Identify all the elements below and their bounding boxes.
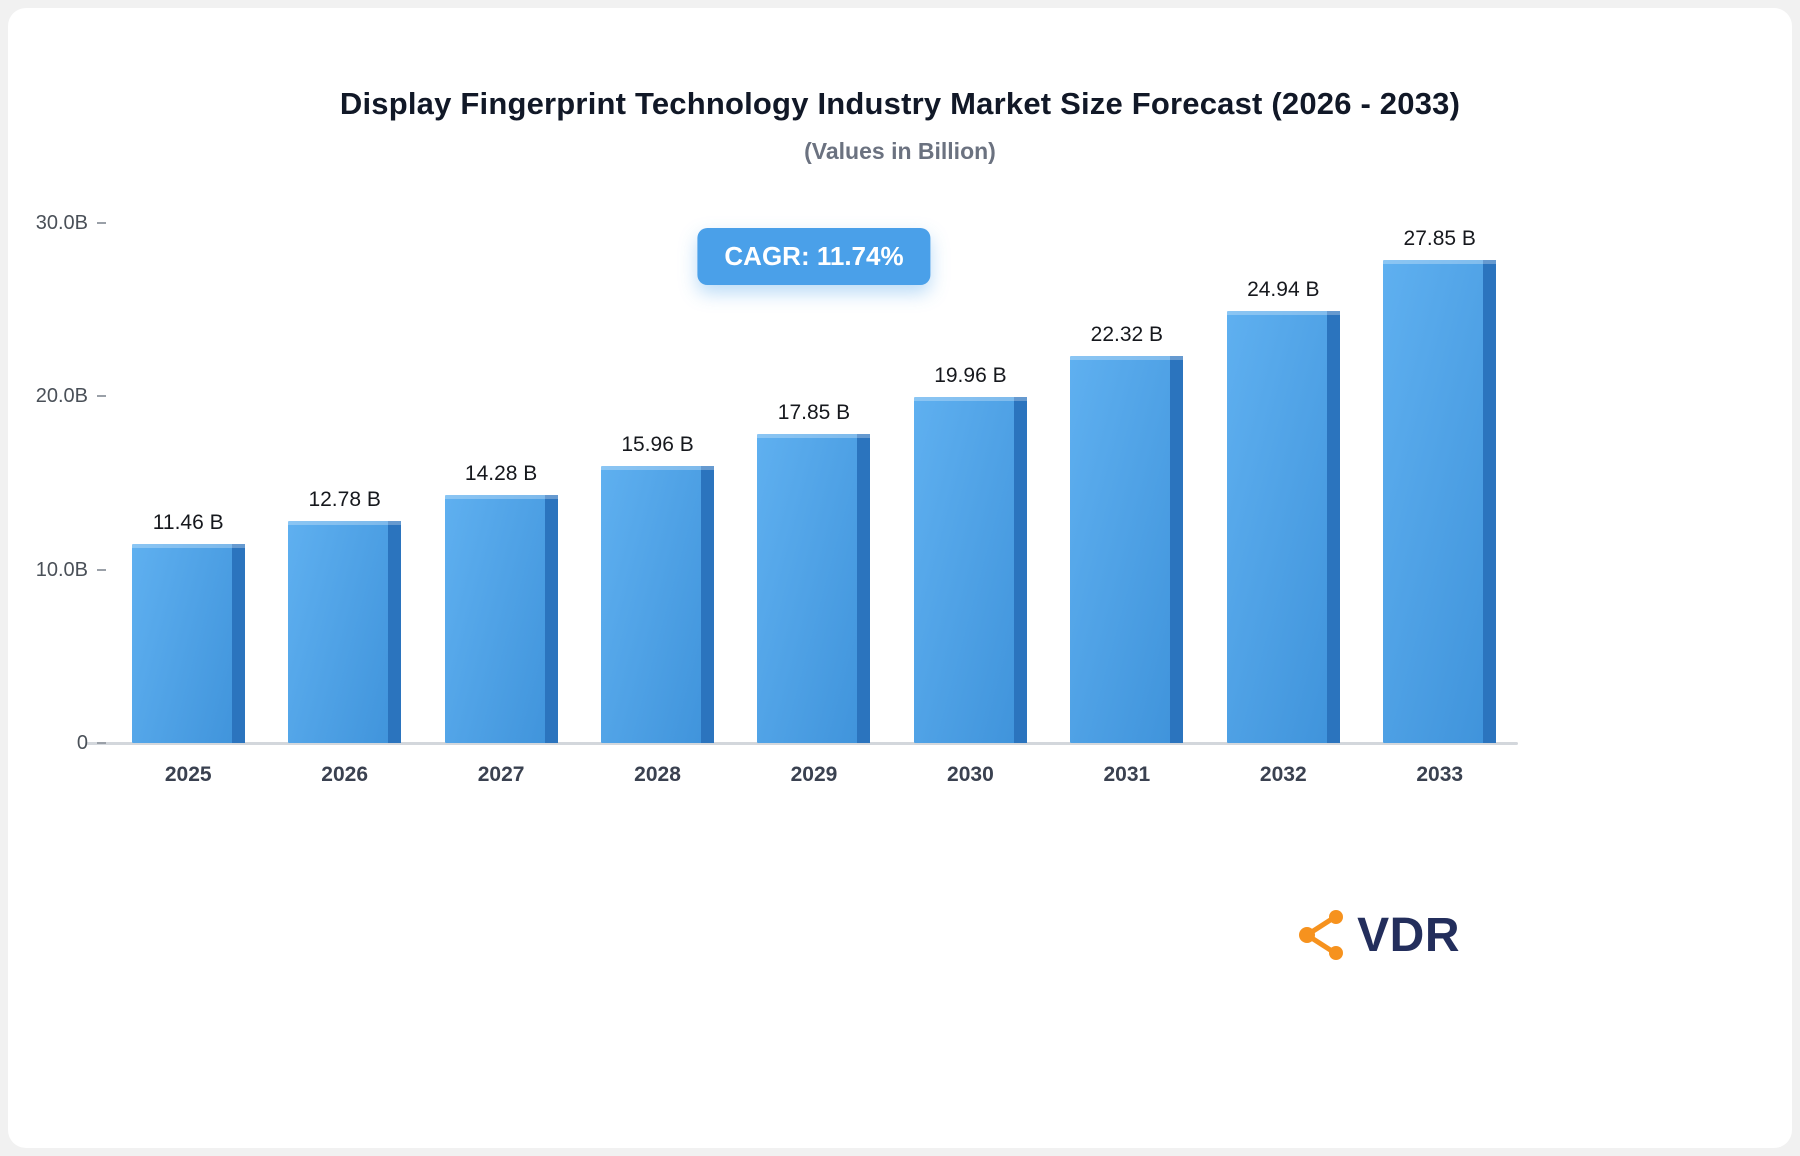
y-axis-tick-label: 10.0B: [35, 558, 88, 581]
bar: [1226, 310, 1340, 743]
chart-card: Display Fingerprint Technology Industry …: [8, 8, 1792, 1148]
bar: [131, 544, 245, 743]
x-axis-label: 2030: [947, 763, 994, 786]
bar-group: 17.85 B 2029: [736, 223, 892, 786]
bar-value-label: 27.85 B: [1403, 227, 1476, 251]
bar-3d-side: [701, 466, 715, 743]
bar-group: 27.85 B 2033: [1362, 223, 1518, 786]
bar-group: 11.46 B 2025: [110, 223, 266, 786]
network-nodes-icon: [1293, 906, 1351, 964]
x-axis-label: 2026: [321, 763, 369, 786]
x-axis-label: 2032: [1259, 763, 1307, 786]
y-axis-tickmark: [97, 742, 106, 744]
y-axis-tick-label: 20.0B: [35, 385, 88, 408]
vdr-logo-text: VDR: [1357, 908, 1460, 962]
bar-top-highlight: [444, 495, 558, 500]
bar-3d-side: [388, 521, 402, 743]
bar-value-label: 15.96 B: [621, 433, 694, 457]
bar-value-label: 11.46 B: [152, 511, 224, 535]
bar-top-highlight: [1070, 356, 1184, 361]
x-axis-baseline: [86, 742, 1518, 745]
bar-top-highlight: [131, 544, 245, 549]
x-axis-label: 2025: [164, 763, 212, 786]
bar: [1383, 260, 1497, 743]
x-axis-label: 2029: [790, 763, 838, 786]
x-axis-label: 2033: [1416, 763, 1464, 786]
bar-top-highlight: [601, 466, 715, 471]
bar-3d-side: [544, 495, 558, 743]
plot-area: 11.46 B 2025 12.78 B 2026 14.28 B 2027 15.96 B…: [86, 223, 1518, 786]
bar: [601, 466, 715, 743]
bar: [757, 433, 871, 743]
bar-3d-side: [857, 433, 871, 743]
bar-group: 15.96 B 2028: [579, 223, 735, 786]
bar-group: 24.94 B 2032: [1205, 223, 1361, 786]
y-axis-tickmark: [97, 568, 106, 571]
bar-group: 12.78 B 2026: [266, 223, 422, 786]
bar-group: 14.28 B 2027: [423, 223, 579, 786]
bar-value-label: 12.78 B: [308, 488, 381, 512]
y-axis-tick-label: 30.0B: [35, 212, 88, 234]
bar-3d-side: [1326, 310, 1340, 743]
bar-3d-side: [1483, 260, 1497, 743]
vdr-logo: VDR: [1293, 906, 1460, 964]
chart-subtitle: (Values in Billion): [804, 138, 996, 164]
x-axis-label: 2028: [634, 763, 681, 786]
bar-3d-side: [1013, 397, 1027, 743]
y-axis-tick-label: 0: [76, 732, 88, 754]
x-axis-label: 2031: [1103, 763, 1151, 786]
bar-top-highlight: [1226, 310, 1340, 315]
bar-value-label: 19.96 B: [934, 364, 1007, 388]
bar-top-highlight: [288, 521, 402, 526]
bar-value-label: 24.94 B: [1247, 277, 1320, 301]
bar-3d-side: [1170, 356, 1184, 743]
bar-group: 22.32 B 2031: [1049, 223, 1205, 786]
chart-title: Display Fingerprint Technology Industry …: [339, 86, 1461, 121]
x-axis-label: 2027: [477, 763, 525, 786]
bar-value-label: 22.32 B: [1090, 323, 1164, 347]
cagr-badge: CAGR: 11.74%: [697, 228, 931, 285]
bar: [1070, 356, 1184, 743]
bar-group: 19.96 B 2030: [892, 223, 1048, 786]
bar: [288, 521, 402, 743]
bar: [913, 397, 1027, 743]
chart-area: 11.46 B 2025 12.78 B 2026 14.28 B 2027 15.96 B…: [8, 212, 1792, 798]
bar-value-label: 17.85 B: [777, 400, 851, 424]
bar-3d-side: [231, 544, 245, 743]
bar-top-highlight: [913, 397, 1027, 402]
bar-value-label: 14.28 B: [464, 462, 538, 486]
bar: [444, 495, 558, 743]
y-axis-tickmark: [97, 395, 106, 398]
bar-top-highlight: [1383, 260, 1497, 265]
y-axis-tickmark: [97, 222, 106, 224]
bar-top-highlight: [757, 433, 871, 438]
